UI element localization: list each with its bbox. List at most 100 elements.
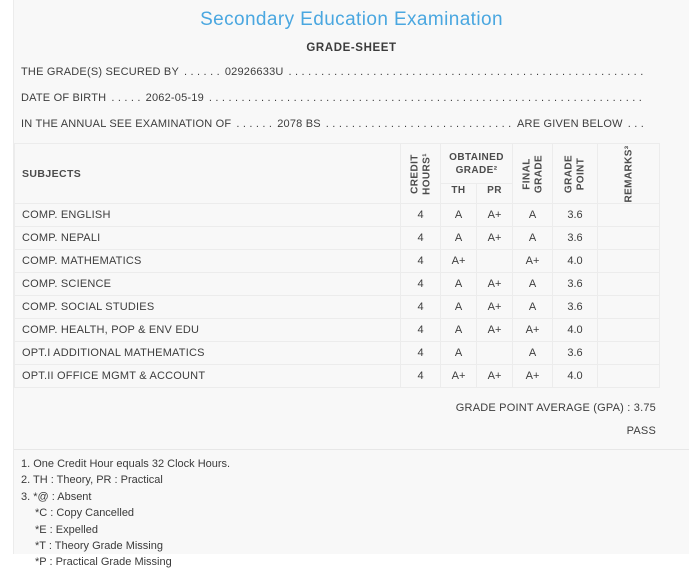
credit-cell: 4 [400, 226, 441, 250]
pr-grade-cell [475, 249, 514, 273]
credit-cell: 4 [400, 295, 441, 319]
dot-leader: . . . [627, 118, 644, 130]
dot-fill: . . . . . . . . . . . . . . . . . . . . … [288, 66, 644, 78]
pr-grade-cell: A+ [475, 272, 514, 296]
remarks-cell [597, 295, 661, 319]
table-row: COMP. NEPALI 4 A A+ A 3.6 [14, 226, 661, 250]
final-grade-cell: A [512, 295, 554, 319]
th-grade-cell: A [440, 272, 477, 296]
gpa-line: GRADE POINT AVERAGE (GPA) : 3.75 [14, 402, 656, 414]
subjects-column-header: SUBJECTS [14, 143, 401, 204]
credit-hours-column-header: CREDIT HOURS¹ [400, 143, 441, 204]
footnote-item: *C : Copy Cancelled [35, 507, 135, 520]
th-grade-cell: A [440, 341, 477, 365]
dot-leader: . . . . . [111, 92, 141, 104]
subject-cell: COMP. MATHEMATICS [14, 249, 401, 273]
final-grade-cell: A [512, 341, 554, 365]
pr-grade-cell: A+ [475, 318, 514, 342]
final-grade-cell: A+ [512, 318, 554, 342]
remarks-cell [597, 341, 661, 365]
subject-cell: OPT.II OFFICE MGMT & ACCOUNT [14, 364, 401, 388]
grade-point-cell: 4.0 [552, 364, 599, 388]
final-grade-cell: A+ [512, 249, 554, 273]
footnote-item: *P : Practical Grade Missing [35, 556, 172, 569]
th-grade-cell: A [440, 203, 477, 227]
subject-cell: COMP. SCIENCE [14, 272, 401, 296]
gpa-label: GRADE POINT AVERAGE (GPA) : [455, 402, 631, 414]
final-grade-cell: A [512, 272, 554, 296]
pr-grade-cell [475, 341, 514, 365]
credit-cell: 4 [400, 364, 441, 388]
examination-year-value: 2078 BS [277, 118, 321, 130]
credit-cell: 4 [400, 249, 441, 273]
grade-point-cell: 3.6 [552, 272, 599, 296]
final-grade-label: FINAL GRADE [521, 154, 544, 193]
footnotes: 1. One Credit Hour equals 32 Clock Hours… [14, 450, 689, 571]
credit-hours-label: CREDIT HOURS¹ [409, 152, 432, 195]
credit-cell: 4 [400, 272, 441, 296]
th-grade-cell: A+ [440, 249, 477, 273]
th-grade-cell: A [440, 318, 477, 342]
examination-label: IN THE ANNUAL SEE EXAMINATION OF [21, 118, 232, 130]
result-status: PASS [626, 425, 656, 437]
subject-cell: COMP. NEPALI [14, 226, 401, 250]
info-line-examination: IN THE ANNUAL SEE EXAMINATION OF . . . .… [21, 111, 649, 137]
th-grade-cell: A [440, 226, 477, 250]
theory-subcolumn-header: TH [440, 183, 477, 204]
page-title: Secondary Education Examination [200, 9, 503, 30]
grade-sheet-subtitle: GRADE-SHEET [306, 42, 397, 54]
grade-point-cell: 3.6 [552, 295, 599, 319]
date-of-birth-value: 2062-05-19 [145, 92, 204, 104]
remarks-label: REMARKS³ [622, 144, 634, 203]
dot-leader: . . . . . . [236, 118, 273, 130]
grades-secured-label: THE GRADE(S) SECURED BY [21, 66, 180, 78]
gpa-value: 3.75 [633, 402, 656, 414]
th-grade-cell: A+ [440, 364, 477, 388]
pr-grade-cell: A+ [475, 295, 514, 319]
th-grade-cell: A [440, 295, 477, 319]
grade-point-cell: 3.6 [552, 203, 599, 227]
table-row: COMP. SCIENCE 4 A A+ A 3.6 [14, 272, 661, 296]
remarks-cell [597, 203, 661, 227]
footnote-item: 2. TH : Theory, PR : Practical [21, 474, 163, 487]
table-row: COMP. HEALTH, POP & ENV EDU 4 A A+ A+ 4.… [14, 318, 661, 342]
date-of-birth-label: DATE OF BIRTH [21, 92, 107, 104]
grade-point-cell: 3.6 [552, 341, 599, 365]
grade-point-cell: 4.0 [552, 249, 599, 273]
footnote-item: 1. One Credit Hour equals 32 Clock Hours… [21, 458, 231, 470]
grade-sheet-panel: Secondary Education Examination GRADE-SH… [13, 0, 689, 568]
pr-grade-cell: A+ [475, 203, 514, 227]
info-line-date-of-birth: DATE OF BIRTH . . . . . 2062-05-19 . . .… [21, 85, 649, 111]
grade-point-column-header: GRADE POINT [552, 143, 599, 204]
dot-fill: . . . . . . . . . . . . . . . . . . . . … [208, 92, 644, 104]
remarks-cell [597, 272, 661, 296]
grade-point-cell: 4.0 [552, 318, 599, 342]
footnote-item: *T : Theory Grade Missing [35, 540, 163, 553]
pr-grade-cell: A+ [475, 226, 514, 250]
remarks-cell [597, 318, 661, 342]
subject-cell: OPT.I ADDITIONAL MATHEMATICS [14, 341, 401, 365]
final-grade-cell: A+ [512, 364, 554, 388]
subject-cell: COMP. ENGLISH [14, 203, 401, 227]
pr-grade-cell: A+ [475, 364, 514, 388]
obtained-grade-column-header: OBTAINED GRADE² [439, 143, 514, 184]
result-summary: GRADE POINT AVERAGE (GPA) : 3.75 PASS [14, 402, 689, 437]
remarks-cell [597, 364, 661, 388]
table-row: COMP. ENGLISH 4 A A+ A 3.6 [14, 203, 661, 227]
footnote-item: 3. *@ : Absent [21, 490, 92, 503]
subject-cell: COMP. SOCIAL STUDIES [14, 295, 401, 319]
grade-point-label: GRADE POINT [563, 154, 587, 193]
credit-cell: 4 [400, 318, 441, 342]
dot-fill: . . . . . . . . . . . . . . . . . . . . … [325, 118, 512, 130]
table-row: COMP. MATHEMATICS 4 A+ A+ 4.0 [14, 249, 661, 273]
candidate-info: THE GRADE(S) SECURED BY . . . . . . 0292… [14, 59, 689, 137]
table-row: OPT.I ADDITIONAL MATHEMATICS 4 A A 3.6 [14, 341, 661, 365]
info-line-grades-secured: THE GRADE(S) SECURED BY . . . . . . 0292… [21, 59, 649, 85]
footnotes-divider [14, 449, 689, 450]
table-row: OPT.II OFFICE MGMT & ACCOUNT 4 A+ A+ A+ … [14, 364, 661, 388]
credit-cell: 4 [400, 203, 441, 227]
candidate-symbol-number: 02926633U [224, 66, 284, 78]
grades-table-header: SUBJECTS CREDIT HOURS¹ OBTAINED GRADE² F… [14, 143, 661, 204]
final-grade-cell: A [512, 226, 554, 250]
credit-cell: 4 [400, 341, 441, 365]
